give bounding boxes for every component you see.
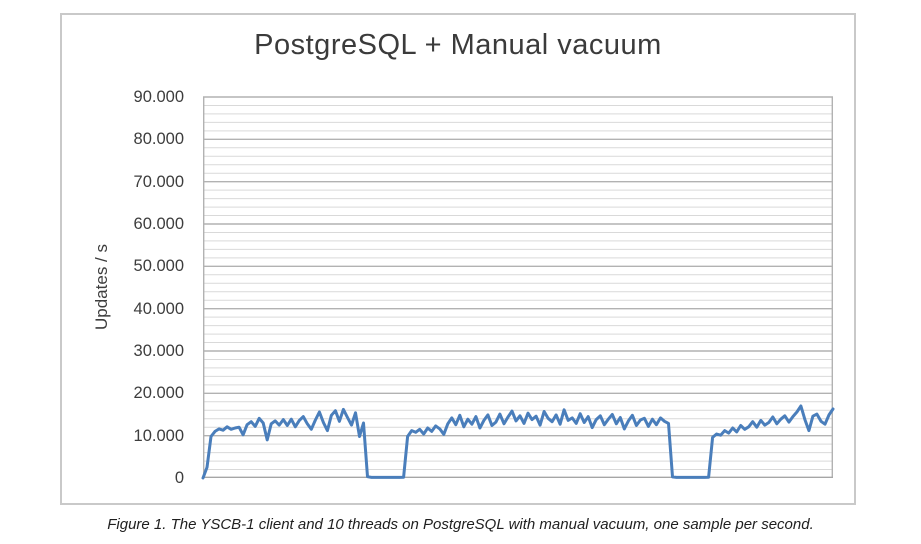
plot-area (201, 96, 835, 480)
y-tick-label: 70.000 (133, 172, 184, 191)
y-tick-label: 50.000 (133, 257, 184, 276)
figure-caption: Figure 1. The YSCB-1 client and 10 threa… (107, 516, 814, 533)
y-tick-label: 0 (174, 469, 184, 487)
y-tick-label: 20.000 (133, 384, 184, 403)
chart-container: PostgreSQL + Manual vacuum Updates / s 0… (60, 13, 856, 505)
y-tick-label: 30.000 (133, 342, 184, 360)
y-tick-label: 10.000 (133, 426, 184, 445)
y-axis-ticks: 0 10.000 20.000 30.000 40.000 50.000 60.000 70.… (62, 15, 184, 507)
y-tick-label: 80.000 (133, 130, 184, 149)
chart-title: PostgreSQL + Manual vacuum (254, 29, 662, 61)
y-tick-label: 90.000 (133, 88, 184, 106)
plot-svg (201, 96, 835, 480)
y-tick-label: 40.000 (133, 299, 184, 318)
y-tick-label: 60.000 (133, 215, 184, 233)
